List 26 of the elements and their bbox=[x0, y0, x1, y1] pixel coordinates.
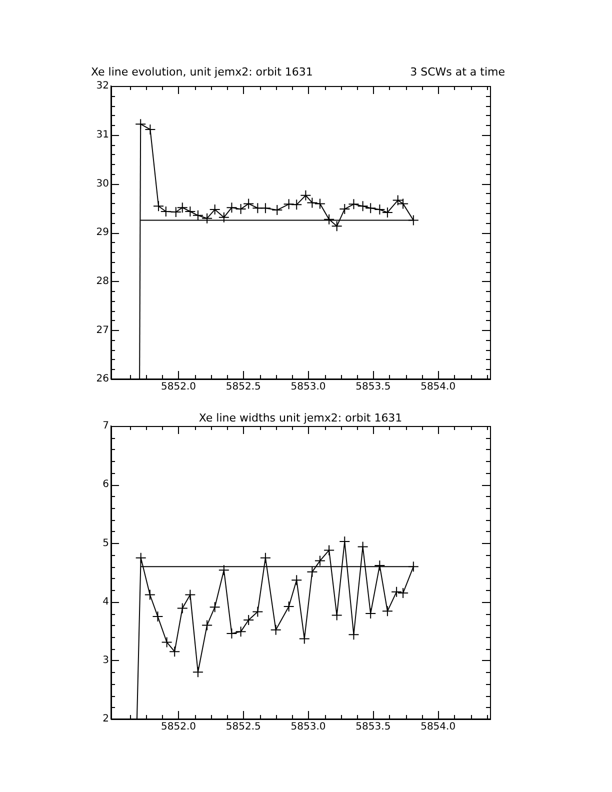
x-tick-label: 5853.5 bbox=[356, 722, 391, 733]
x-tick-label: 5853.0 bbox=[290, 382, 326, 393]
y-tick-label: 7 bbox=[102, 420, 109, 432]
y-tick-label: 27 bbox=[96, 324, 109, 336]
x-tick-label: 5852.5 bbox=[226, 382, 261, 393]
y-tick-label: 5 bbox=[102, 538, 109, 549]
y-tick-label: 6 bbox=[102, 479, 109, 490]
x-tick-label: 5854.0 bbox=[420, 382, 456, 393]
text: 3 SCWs at a time bbox=[410, 65, 506, 78]
y-tick-label: 2 bbox=[102, 714, 109, 725]
chart-title: Xe line evolution, unit jemx2: orbit 1631 bbox=[91, 65, 313, 78]
x-tick-label: 5853.0 bbox=[290, 722, 326, 733]
x-tick-label: 5852.0 bbox=[160, 382, 196, 393]
y-tick-label: 4 bbox=[102, 596, 109, 608]
y-tick-label: 32 bbox=[96, 80, 109, 92]
y-tick-label: 3 bbox=[102, 654, 109, 666]
y-tick-label: 26 bbox=[96, 374, 109, 385]
x-tick-label: 5852.5 bbox=[226, 722, 261, 733]
y-tick-label: 28 bbox=[96, 276, 109, 287]
y-tick-label: 30 bbox=[96, 178, 109, 190]
y-tick-label: 29 bbox=[96, 227, 109, 238]
chart-title: Xe line widths unit jemx2: orbit 1631 bbox=[198, 411, 402, 424]
y-tick-label: 31 bbox=[96, 129, 109, 140]
x-tick-label: 5852.0 bbox=[160, 722, 196, 733]
x-tick-label: 5853.5 bbox=[356, 382, 391, 393]
x-tick-label: 5854.0 bbox=[420, 722, 456, 733]
